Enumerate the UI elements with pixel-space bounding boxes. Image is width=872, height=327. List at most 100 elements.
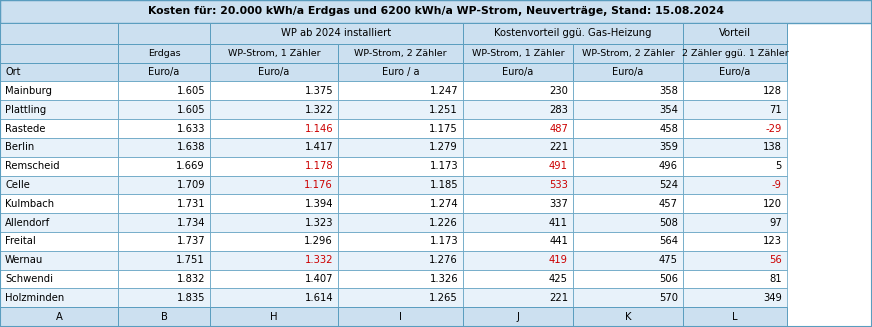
Bar	[0, 307, 118, 327]
Text: 1.296: 1.296	[304, 236, 333, 246]
Bar	[683, 81, 787, 100]
Text: I: I	[399, 312, 402, 322]
Bar	[683, 288, 787, 307]
Text: 1.633: 1.633	[176, 124, 205, 133]
Text: 1.175: 1.175	[429, 124, 458, 133]
Text: 506: 506	[659, 274, 678, 284]
Text: Berlin: Berlin	[5, 142, 34, 152]
Bar	[118, 269, 210, 288]
Text: 2 Zähler ggü. 1 Zähler: 2 Zähler ggü. 1 Zähler	[682, 49, 788, 58]
Text: 475: 475	[659, 255, 678, 265]
Text: 441: 441	[549, 236, 568, 246]
Text: WP-Strom, 2 Zähler: WP-Strom, 2 Zähler	[582, 49, 674, 58]
Text: 138: 138	[763, 142, 782, 152]
Bar	[118, 100, 210, 119]
Text: 1.605: 1.605	[176, 86, 205, 96]
Bar	[573, 176, 683, 194]
Text: Celle: Celle	[5, 180, 30, 190]
Text: Erdgas: Erdgas	[147, 49, 181, 58]
Bar	[573, 194, 683, 213]
Bar	[338, 176, 463, 194]
Bar	[118, 63, 210, 81]
Text: Freital: Freital	[5, 236, 36, 246]
Text: 1.417: 1.417	[304, 142, 333, 152]
Bar	[0, 213, 118, 232]
Text: 56: 56	[769, 255, 782, 265]
Bar	[210, 307, 338, 327]
Text: Euro/a: Euro/a	[148, 67, 180, 77]
Bar	[573, 119, 683, 138]
Text: 533: 533	[549, 180, 568, 190]
Bar	[683, 63, 787, 81]
Bar	[118, 213, 210, 232]
Text: 1.638: 1.638	[176, 142, 205, 152]
Text: 1.669: 1.669	[176, 161, 205, 171]
Bar	[210, 100, 338, 119]
Bar	[683, 138, 787, 157]
Bar	[463, 119, 573, 138]
Bar	[118, 251, 210, 269]
Bar	[0, 0, 872, 23]
Text: 491: 491	[549, 161, 568, 171]
Bar	[338, 232, 463, 251]
Text: 1.835: 1.835	[176, 293, 205, 303]
Text: 81: 81	[769, 274, 782, 284]
Bar	[118, 288, 210, 307]
Text: 1.322: 1.322	[304, 105, 333, 115]
Text: -9: -9	[772, 180, 782, 190]
Bar	[683, 232, 787, 251]
Bar	[683, 119, 787, 138]
Bar	[338, 251, 463, 269]
Bar	[118, 81, 210, 100]
Bar	[463, 23, 683, 44]
Text: 1.751: 1.751	[176, 255, 205, 265]
Bar	[0, 232, 118, 251]
Text: 283: 283	[549, 105, 568, 115]
Bar	[118, 23, 210, 44]
Bar	[210, 194, 338, 213]
Bar	[0, 119, 118, 138]
Bar	[118, 194, 210, 213]
Text: L: L	[732, 312, 738, 322]
Bar	[0, 269, 118, 288]
Text: Allendorf: Allendorf	[5, 217, 51, 228]
Text: Kostenvorteil ggü. Gas-Heizung: Kostenvorteil ggü. Gas-Heizung	[494, 28, 651, 39]
Text: Rastede: Rastede	[5, 124, 45, 133]
Bar	[0, 176, 118, 194]
Text: 1.279: 1.279	[429, 142, 458, 152]
Bar	[463, 100, 573, 119]
Bar	[463, 44, 573, 63]
Text: K: K	[624, 312, 631, 322]
Bar	[0, 81, 118, 100]
Bar	[338, 81, 463, 100]
Bar	[683, 23, 787, 44]
Text: 1.178: 1.178	[304, 161, 333, 171]
Text: J: J	[516, 312, 520, 322]
Bar	[573, 44, 683, 63]
Text: 1.734: 1.734	[176, 217, 205, 228]
Text: Euro/a: Euro/a	[258, 67, 290, 77]
Bar	[210, 213, 338, 232]
Bar	[0, 288, 118, 307]
Text: WP-Strom, 1 Zähler: WP-Strom, 1 Zähler	[472, 49, 564, 58]
Bar	[683, 269, 787, 288]
Text: WP-Strom, 1 Zähler: WP-Strom, 1 Zähler	[228, 49, 320, 58]
Text: 1.185: 1.185	[429, 180, 458, 190]
Text: 570: 570	[659, 293, 678, 303]
Bar	[210, 251, 338, 269]
Bar	[0, 44, 118, 63]
Text: Wernau: Wernau	[5, 255, 44, 265]
Bar	[463, 307, 573, 327]
Text: 457: 457	[659, 199, 678, 209]
Bar	[338, 288, 463, 307]
Text: 1.226: 1.226	[429, 217, 458, 228]
Text: 1.709: 1.709	[176, 180, 205, 190]
Bar	[573, 138, 683, 157]
Bar	[463, 176, 573, 194]
Bar	[573, 251, 683, 269]
Bar	[463, 269, 573, 288]
Text: 358: 358	[659, 86, 678, 96]
Text: 71: 71	[769, 105, 782, 115]
Bar	[338, 44, 463, 63]
Text: Vorteil: Vorteil	[719, 28, 751, 39]
